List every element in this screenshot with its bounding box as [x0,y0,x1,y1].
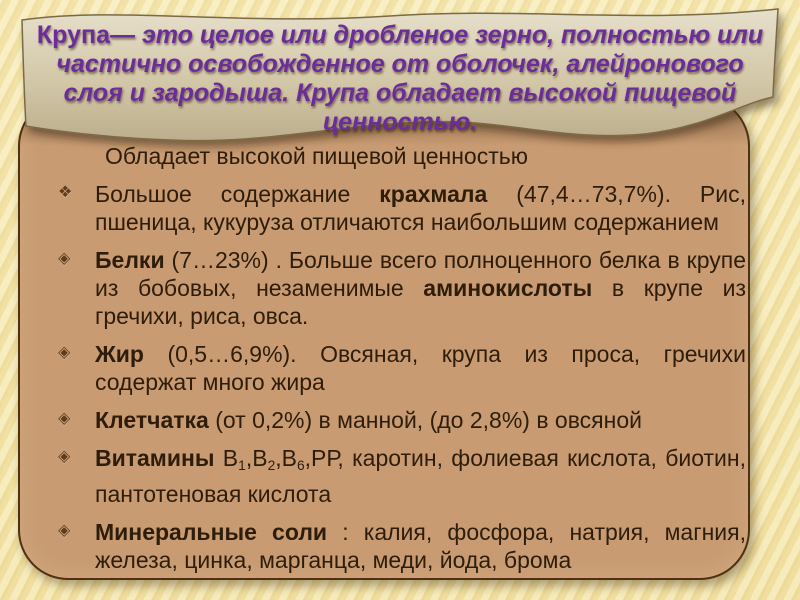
intro-line: Обладает высокой пищевой ценностью [105,143,528,169]
list-item: ◈ Клетчатка (от 0,2%) в манной, (до 2,8%)… [42,406,746,434]
diamond-bullet-icon: ◈ [58,250,71,267]
title-line-3: слоя и зародыша. Крупа обладает высокой … [63,79,737,107]
diamond-bullet-icon: ◈ [58,410,71,427]
definition-title: Крупа— это целое или дробленое зерно, по… [30,21,770,137]
diamond-bullet-icon: ◈ [58,344,71,361]
title-line-2: частично освобожденное от оболочек, алей… [56,50,744,78]
list-item: ◈ Жир (0,5…6,9%). Овсяная, крупа из проса… [42,340,746,396]
title-line-4: ценностью. [322,108,478,136]
item-text: Жир (0,5…6,9%). Овсяная, крупа из проса,… [95,341,746,395]
list-item: ❖ Большое содержание крахмала (47,4…73,7%… [42,180,746,236]
content-panel [18,96,750,580]
list-item: ◈ Минеральные соли : калия, фосфора, натр… [42,518,746,574]
item-text: Белки (7…23%) . Больше всего полноценног… [95,247,746,329]
title-line-1: Крупа— это целое или дробленое зерно, по… [30,21,770,50]
definition-banner-shape [21,8,779,142]
title-term: Крупа [36,21,110,49]
list-item: ◈ Белки (7…23%) . Больше всего полноценно… [42,246,746,330]
nutrition-list: ❖ Большое содержание крахмала (47,4…73,7%… [42,180,746,574]
list-item: ◈ Витамины В1,В2,В6,РР, каротин, фолиевая… [42,444,746,508]
item-text: Клетчатка (от 0,2%) в манной, (до 2,8%) … [95,407,642,433]
diamond-bullet-icon: ❖ [58,184,73,201]
item-text: Витамины В1,В2,В6,РР, каротин, фолиевая … [95,445,746,507]
title-line-1-rest: — это целое или дробленое зерно, полност… [110,21,764,49]
item-text: Минеральные соли : калия, фосфора, натри… [95,518,747,573]
panel-text: Обладает высокой пищевой ценностью ❖ Боль… [42,142,746,584]
diamond-bullet-icon: ◈ [58,448,71,465]
diamond-bullet-icon: ◈ [58,521,71,539]
item-text: Большое содержание крахмала (47,4…73,7%)… [95,181,746,235]
